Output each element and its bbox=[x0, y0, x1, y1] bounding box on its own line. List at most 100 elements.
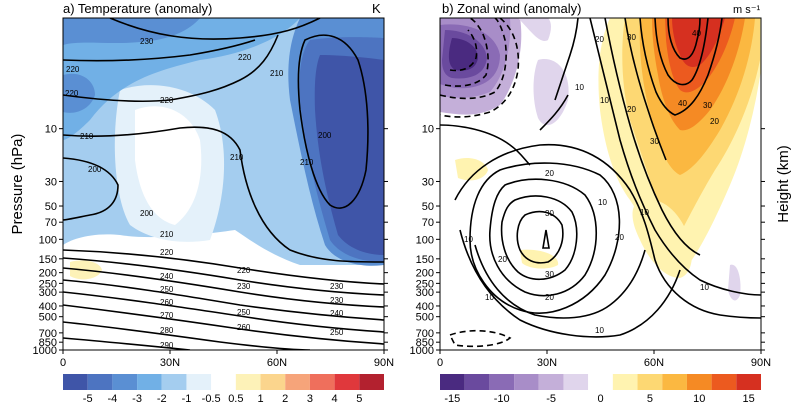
y-tick-label: 500 bbox=[416, 312, 434, 324]
contours-a bbox=[63, 18, 384, 350]
y-tick-label: 10 bbox=[45, 124, 57, 136]
contour-label: 10 bbox=[700, 283, 709, 292]
contour-label: 20 bbox=[627, 105, 636, 114]
y-tick-label: 30 bbox=[422, 176, 434, 188]
contour-label: 270 bbox=[160, 311, 174, 320]
y-tick-label: 70 bbox=[422, 217, 434, 229]
contour-label: 20 bbox=[545, 169, 554, 178]
shading-a bbox=[63, 18, 384, 280]
y-tick-label: 500 bbox=[39, 312, 57, 324]
x-tick-label: 30N bbox=[537, 357, 557, 369]
panel-temperature: 230 220 220 220 210 210 210 210 200 200 … bbox=[33, 1, 395, 369]
colorbar-swatch bbox=[563, 374, 589, 390]
panel-zonal-wind: 20 30 40 40 30 20 30 20 10 10 20 30 30 2… bbox=[410, 1, 772, 369]
y-tick-label: 200 bbox=[416, 268, 434, 280]
colorbar-label: 4 bbox=[332, 393, 338, 405]
contour-label: 250 bbox=[237, 308, 251, 317]
contour-label: 260 bbox=[237, 323, 251, 332]
contour-label: 20 bbox=[595, 35, 604, 44]
colorbar-swatch bbox=[211, 374, 236, 390]
y-tick-label: 150 bbox=[416, 254, 434, 266]
colorbar-label: -15 bbox=[444, 393, 460, 405]
contour-label: 220 bbox=[160, 248, 174, 257]
contour-label: 10 bbox=[640, 208, 649, 217]
contours-b bbox=[440, 18, 761, 348]
contour-label: 230 bbox=[330, 296, 344, 305]
y-tick-label: 70 bbox=[45, 217, 57, 229]
y-tick-label: 250 bbox=[39, 278, 57, 290]
x-tick-label: 60N bbox=[644, 357, 664, 369]
panel-title-b: b) Zonal wind (anomaly) bbox=[442, 1, 581, 16]
contour-label: 210 bbox=[300, 158, 314, 167]
colorbar-label: -1 bbox=[182, 393, 192, 405]
colorbar-label: -0.5 bbox=[202, 393, 221, 405]
colorbar-swatch bbox=[736, 374, 761, 390]
contour-label: 220 bbox=[66, 65, 80, 74]
x-tick-label: 0 bbox=[437, 357, 443, 369]
axis-ticks-a: 1030507010015020025030040050070085010000… bbox=[33, 124, 395, 369]
units-a: K bbox=[372, 1, 381, 16]
contour-label: 210 bbox=[80, 132, 94, 141]
contour-label: 20 bbox=[498, 255, 507, 264]
y-tick-label: 200 bbox=[39, 268, 57, 280]
colorbar-label: -10 bbox=[494, 393, 510, 405]
colorbar-swatch bbox=[711, 374, 737, 390]
colorbar-swatch bbox=[235, 374, 261, 390]
contour-label: 40 bbox=[678, 99, 687, 108]
y-axis-label-right: Height (km) bbox=[775, 145, 792, 223]
x-tick-label: 90N bbox=[374, 357, 394, 369]
colorbar-label: -4 bbox=[107, 393, 117, 405]
colorbar-label: 2 bbox=[282, 393, 288, 405]
y-tick-label: 400 bbox=[39, 301, 57, 313]
colorbar-label: -5 bbox=[83, 393, 93, 405]
colorbar-swatch bbox=[588, 374, 613, 390]
contour-labels-b: 20 30 40 40 30 20 30 20 10 10 20 30 30 2… bbox=[464, 29, 719, 335]
contour-label: 10 bbox=[575, 83, 584, 92]
colorbar-zonal-wind: -15 -10 -5 0 5 10 15 bbox=[440, 374, 761, 405]
contour-label: 210 bbox=[160, 230, 174, 239]
contour-label: 30 bbox=[545, 270, 554, 279]
contour-label: 280 bbox=[160, 326, 174, 335]
y-tick-label: 850 bbox=[416, 337, 434, 349]
contour-label: 10 bbox=[485, 293, 494, 302]
y-tick-label: 50 bbox=[422, 201, 434, 213]
colorbar-swatch bbox=[186, 374, 212, 390]
colorbar-swatch bbox=[334, 374, 360, 390]
colorbar-swatch bbox=[489, 374, 515, 390]
colorbar-label: -3 bbox=[132, 393, 142, 405]
contour-label: 20 bbox=[615, 233, 624, 242]
y-tick-label: 250 bbox=[416, 278, 434, 290]
contour-label: 30 bbox=[650, 137, 659, 146]
colorbar-swatch bbox=[285, 374, 310, 390]
colorbar-swatch bbox=[137, 374, 162, 390]
colorbar-swatch bbox=[440, 374, 465, 390]
contour-label: 240 bbox=[330, 309, 344, 318]
colorbar-swatch bbox=[538, 374, 564, 390]
y-tick-label: 50 bbox=[45, 201, 57, 213]
colorbar-swatch bbox=[514, 374, 539, 390]
x-tick-label: 60N bbox=[267, 357, 287, 369]
y-tick-label: 1000 bbox=[33, 345, 57, 357]
contour-label: 20 bbox=[710, 117, 719, 126]
contour-label: 210 bbox=[230, 153, 244, 162]
y-tick-label: 150 bbox=[39, 254, 57, 266]
contour-label: 10 bbox=[595, 326, 604, 335]
contour-label: 200 bbox=[88, 165, 102, 174]
contour-label: 260 bbox=[160, 298, 174, 307]
colorbar-swatch bbox=[359, 374, 384, 390]
colorbar-label: 15 bbox=[743, 393, 755, 405]
contour-label: 220 bbox=[65, 89, 79, 98]
contour-label: 10 bbox=[600, 96, 609, 105]
x-tick-label: 90N bbox=[751, 357, 771, 369]
contour-label: 40 bbox=[692, 29, 701, 38]
colorbar-label: -5 bbox=[546, 393, 556, 405]
y-tick-label: 100 bbox=[39, 234, 57, 246]
colorbar-swatch bbox=[464, 374, 490, 390]
contour-label: 230 bbox=[237, 282, 251, 291]
colorbar-label: 0.5 bbox=[228, 393, 243, 405]
colorbar-swatch bbox=[309, 374, 335, 390]
colorbar-label: 3 bbox=[307, 393, 313, 405]
colorbar-swatch bbox=[112, 374, 138, 390]
y-tick-label: 700 bbox=[416, 328, 434, 340]
